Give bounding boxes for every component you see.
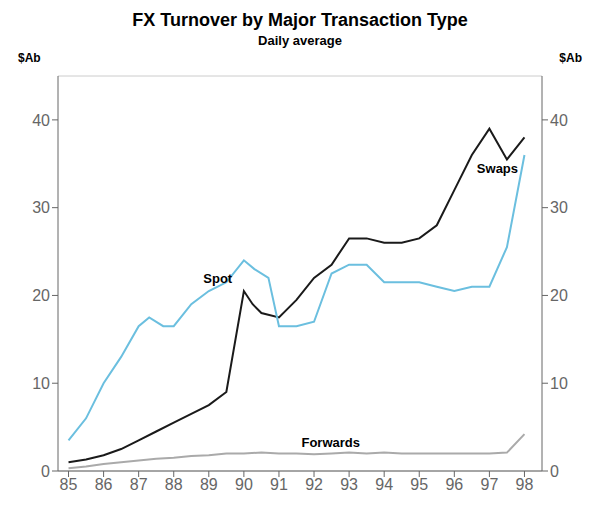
svg-text:86: 86 [95, 476, 113, 493]
svg-text:30: 30 [550, 199, 568, 216]
svg-text:85: 85 [60, 476, 78, 493]
svg-text:0: 0 [41, 463, 50, 480]
svg-text:40: 40 [550, 112, 568, 129]
svg-text:10: 10 [32, 375, 50, 392]
svg-text:98: 98 [516, 476, 534, 493]
svg-text:97: 97 [480, 476, 498, 493]
html-text:$Ab: $Ab [559, 51, 582, 65]
svg-text:30: 30 [32, 199, 50, 216]
svg-text:20: 20 [32, 287, 50, 304]
svg-text:91: 91 [270, 476, 288, 493]
svg-text:40: 40 [32, 112, 50, 129]
svg-text:90: 90 [235, 476, 253, 493]
svg-text:Swaps: Swaps [477, 161, 518, 176]
svg-text:92: 92 [305, 476, 323, 493]
html-text:$Ab: $Ab [18, 51, 41, 65]
html-text:FX Turnover by Major Transacti: FX Turnover by Major Transaction Type [132, 10, 468, 30]
svg-text:87: 87 [130, 476, 148, 493]
html-text:Daily average: Daily average [258, 33, 342, 48]
svg-text:20: 20 [550, 287, 568, 304]
svg-text:Forwards: Forwards [301, 435, 360, 450]
svg-text:88: 88 [165, 476, 183, 493]
svg-text:95: 95 [410, 476, 428, 493]
svg-text:96: 96 [445, 476, 463, 493]
svg-text:89: 89 [200, 476, 218, 493]
svg-text:0: 0 [550, 463, 559, 480]
svg-text:94: 94 [375, 476, 393, 493]
svg-text:93: 93 [340, 476, 358, 493]
svg-text:10: 10 [550, 375, 568, 392]
svg-text:Spot: Spot [203, 271, 233, 286]
